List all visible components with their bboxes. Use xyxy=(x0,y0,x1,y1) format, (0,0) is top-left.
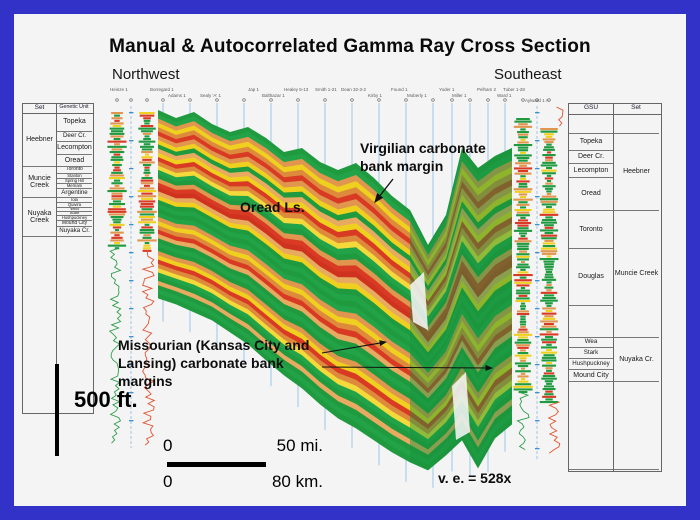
strat-row: Muncie Creek xyxy=(23,167,56,198)
right-table-header-set: Set xyxy=(631,104,641,111)
left-strat-table: Set Genetic Unit Heebner Muncie Creek Nuya… xyxy=(22,103,94,414)
well-name: Heinze 1 xyxy=(110,87,128,92)
right-table-set-column: Heebner Muncie Creek Nuyaka Cr. xyxy=(614,114,659,470)
scale-km-end: 80 km. xyxy=(271,472,323,491)
strat-row: Wea xyxy=(57,208,92,212)
strat-row: Toronto xyxy=(569,211,613,249)
strat-row xyxy=(614,382,659,470)
strat-row: Oread xyxy=(569,178,613,211)
strat-row: Lecompton xyxy=(569,164,613,178)
well-name: Smith 1-21 xyxy=(315,87,337,92)
well-name: Balthazar 1 xyxy=(262,92,285,98)
page-title: Manual & Autocorrelated Gamma Ray Cross … xyxy=(109,36,591,57)
strat-row: Topeka xyxy=(569,134,613,151)
annotation-missourian: Missourian (Kansas City and Lansing) car… xyxy=(118,337,310,390)
well-name: Found 1 xyxy=(391,87,408,92)
missourian-arrow-upper xyxy=(321,340,387,354)
well-name: Miller 1 xyxy=(452,92,467,98)
well-name: Tuber 1-28 xyxy=(503,87,525,92)
strat-row: Stark xyxy=(569,348,613,359)
strat-row: Wea xyxy=(569,338,613,348)
strat-row: Argentine xyxy=(57,189,92,198)
strat-row: Deer Cr. xyxy=(569,151,613,164)
strat-row: Douglas xyxy=(569,249,613,306)
strat-row: Toronto xyxy=(57,167,92,174)
strat-row: Mound City xyxy=(569,370,613,382)
stratigraphic-bands xyxy=(158,110,512,471)
scale-miles-end: 50 mi. xyxy=(276,436,323,455)
left-table-header-set: Set xyxy=(34,104,45,111)
well-name: Healey 5-13 xyxy=(284,87,309,92)
vertical-scale-label: 500 ft. xyxy=(74,387,138,412)
annotation-virgilian: Virgilian carbonate bank margin xyxy=(360,140,486,175)
strat-row: Mound City xyxy=(57,221,92,227)
vertical-exaggeration-label: v. e. = 528x xyxy=(438,470,512,486)
well-name: Ward 1 xyxy=(497,92,512,98)
band-overlays xyxy=(410,148,512,470)
strat-row: Hushpuckney xyxy=(57,216,92,221)
well-name: Jap 1 xyxy=(248,87,260,92)
well-name-labels: Heinze 1 Borregard 1 Adams 1 Sealy 'A' 1 Jap… xyxy=(0,0,700,110)
strat-row xyxy=(614,114,659,134)
right-table-divider xyxy=(613,104,614,471)
strat-row xyxy=(569,114,613,134)
strat-row: Heebner xyxy=(614,134,659,211)
strat-row: Topeka xyxy=(57,113,92,132)
right-table-header-line xyxy=(569,114,661,115)
strat-row: Oread xyxy=(57,155,92,167)
gamma-ray-logs xyxy=(107,106,564,454)
vertical-scale-bar xyxy=(55,364,59,456)
well-name: Dean 32-3-2 xyxy=(341,87,367,92)
scale-miles-row: 0 50 mi. xyxy=(163,436,323,456)
strat-row: Nuyaka Cr. xyxy=(614,338,659,382)
strat-row: Stark xyxy=(57,212,92,216)
right-table-gsu-column: Topeka Deer Cr. Lecompton Oread Toronto Dougl… xyxy=(569,114,613,470)
strat-row: Muncie Creek xyxy=(614,211,659,338)
well-name: Kirby 1 xyxy=(368,92,383,98)
strat-row xyxy=(569,382,613,470)
annotation-arrows xyxy=(321,178,493,371)
well-name: Yoder 1 xyxy=(439,87,455,92)
strat-row: Heebner xyxy=(23,113,56,167)
left-table-genetic-unit-column: Topeka Deer Cr. Lecompton Oread Toronto Stant… xyxy=(57,113,92,237)
strat-row: Deer Cr. xyxy=(57,132,92,142)
label-southeast: Southeast xyxy=(494,66,562,83)
label-northwest: Northwest xyxy=(112,66,180,83)
strat-row: Lecompton xyxy=(57,142,92,155)
scale-km-start: 0 xyxy=(163,472,173,491)
well-name: Sealy 'A' 1 xyxy=(200,92,221,98)
missourian-arrow-lower xyxy=(321,364,493,371)
strat-row: Iola xyxy=(57,198,92,203)
scale-km-row: 0 80 km. xyxy=(163,472,323,492)
horizontal-scale-bar xyxy=(167,462,266,467)
well-name: Pelham 2 xyxy=(477,87,497,92)
strat-row: Quivira xyxy=(57,203,92,208)
strat-row xyxy=(569,306,613,338)
left-table-header-genetic-unit: Genetic Unit xyxy=(59,104,89,110)
well-name: Adams 1 xyxy=(168,92,186,98)
well-head-symbols xyxy=(115,98,551,102)
annotation-oread: Oread Ls. xyxy=(240,199,305,215)
left-table-set-column: Heebner Muncie Creek Nuyaka Creek xyxy=(23,113,56,237)
left-table-header-line xyxy=(23,113,93,114)
strat-row: Nuyaka Creek xyxy=(23,198,56,237)
well-name: Aylward 1 A xyxy=(525,97,549,103)
strat-row: Nuyaka Cr. xyxy=(57,227,92,237)
left-table-divider xyxy=(56,104,57,413)
scale-miles-start: 0 xyxy=(163,436,173,455)
strat-row: Hushpuckney xyxy=(569,359,613,370)
strat-row: Stanton xyxy=(57,174,92,179)
strat-row: Merriam xyxy=(57,184,92,189)
right-table-header-gsu: GSU xyxy=(583,104,599,111)
virgilian-arrow xyxy=(374,178,394,204)
well-name: Moberly 1 xyxy=(407,92,427,98)
right-strat-table: GSU Set Topeka Deer Cr. Lecompton Oread Toro… xyxy=(568,103,662,472)
well-name: Borregard 1 xyxy=(150,87,174,92)
strat-row: Spring Hill xyxy=(57,179,92,184)
